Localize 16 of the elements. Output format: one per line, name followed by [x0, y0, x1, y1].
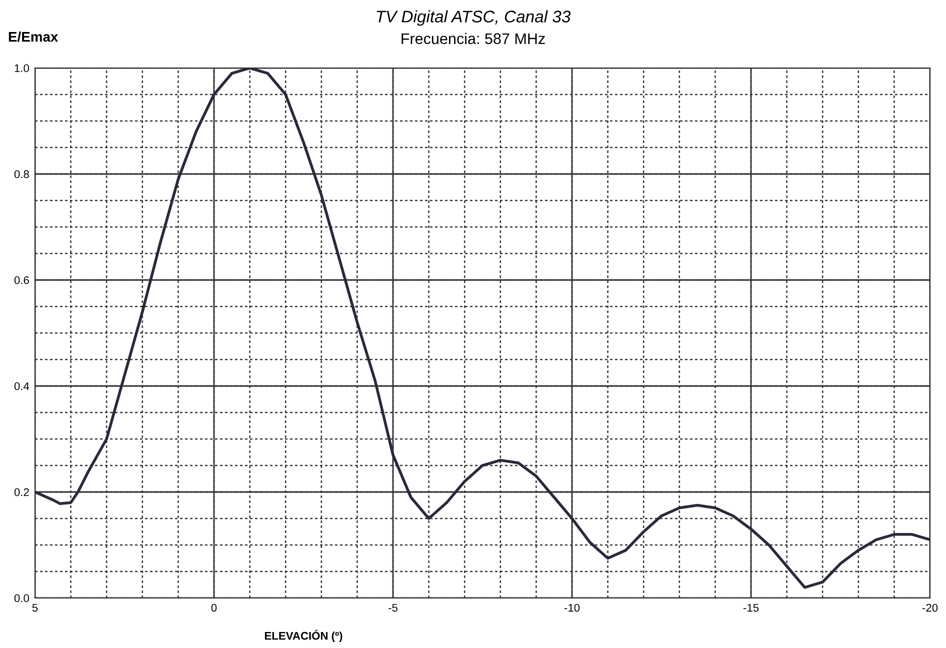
chart-title: TV Digital ATSC, Canal 33 — [376, 10, 571, 26]
y-tick-label: 0.6 — [14, 276, 29, 284]
x-tick-label: 5 — [32, 604, 38, 612]
chart-subtitle: Frecuencia: 587 MHz — [402, 32, 545, 44]
y-axis-title: E/Emax — [8, 32, 58, 42]
y-tick-label: 1.0 — [14, 64, 30, 72]
x-axis-title: ELEVACIÓN (º) — [264, 630, 342, 642]
x-tick-label: -20 — [922, 604, 938, 612]
y-tick-label: 0.0 — [14, 594, 30, 602]
y-tick-label: 0.4 — [14, 382, 30, 390]
x-tick-label: -5 — [388, 604, 398, 612]
x-tick-label: -10 — [564, 604, 580, 612]
y-tick-label: 0.8 — [14, 170, 29, 178]
y-tick-label: 0.2 — [14, 488, 29, 496]
x-tick-label: 0 — [211, 604, 217, 612]
x-tick-label: -15 — [743, 604, 759, 612]
